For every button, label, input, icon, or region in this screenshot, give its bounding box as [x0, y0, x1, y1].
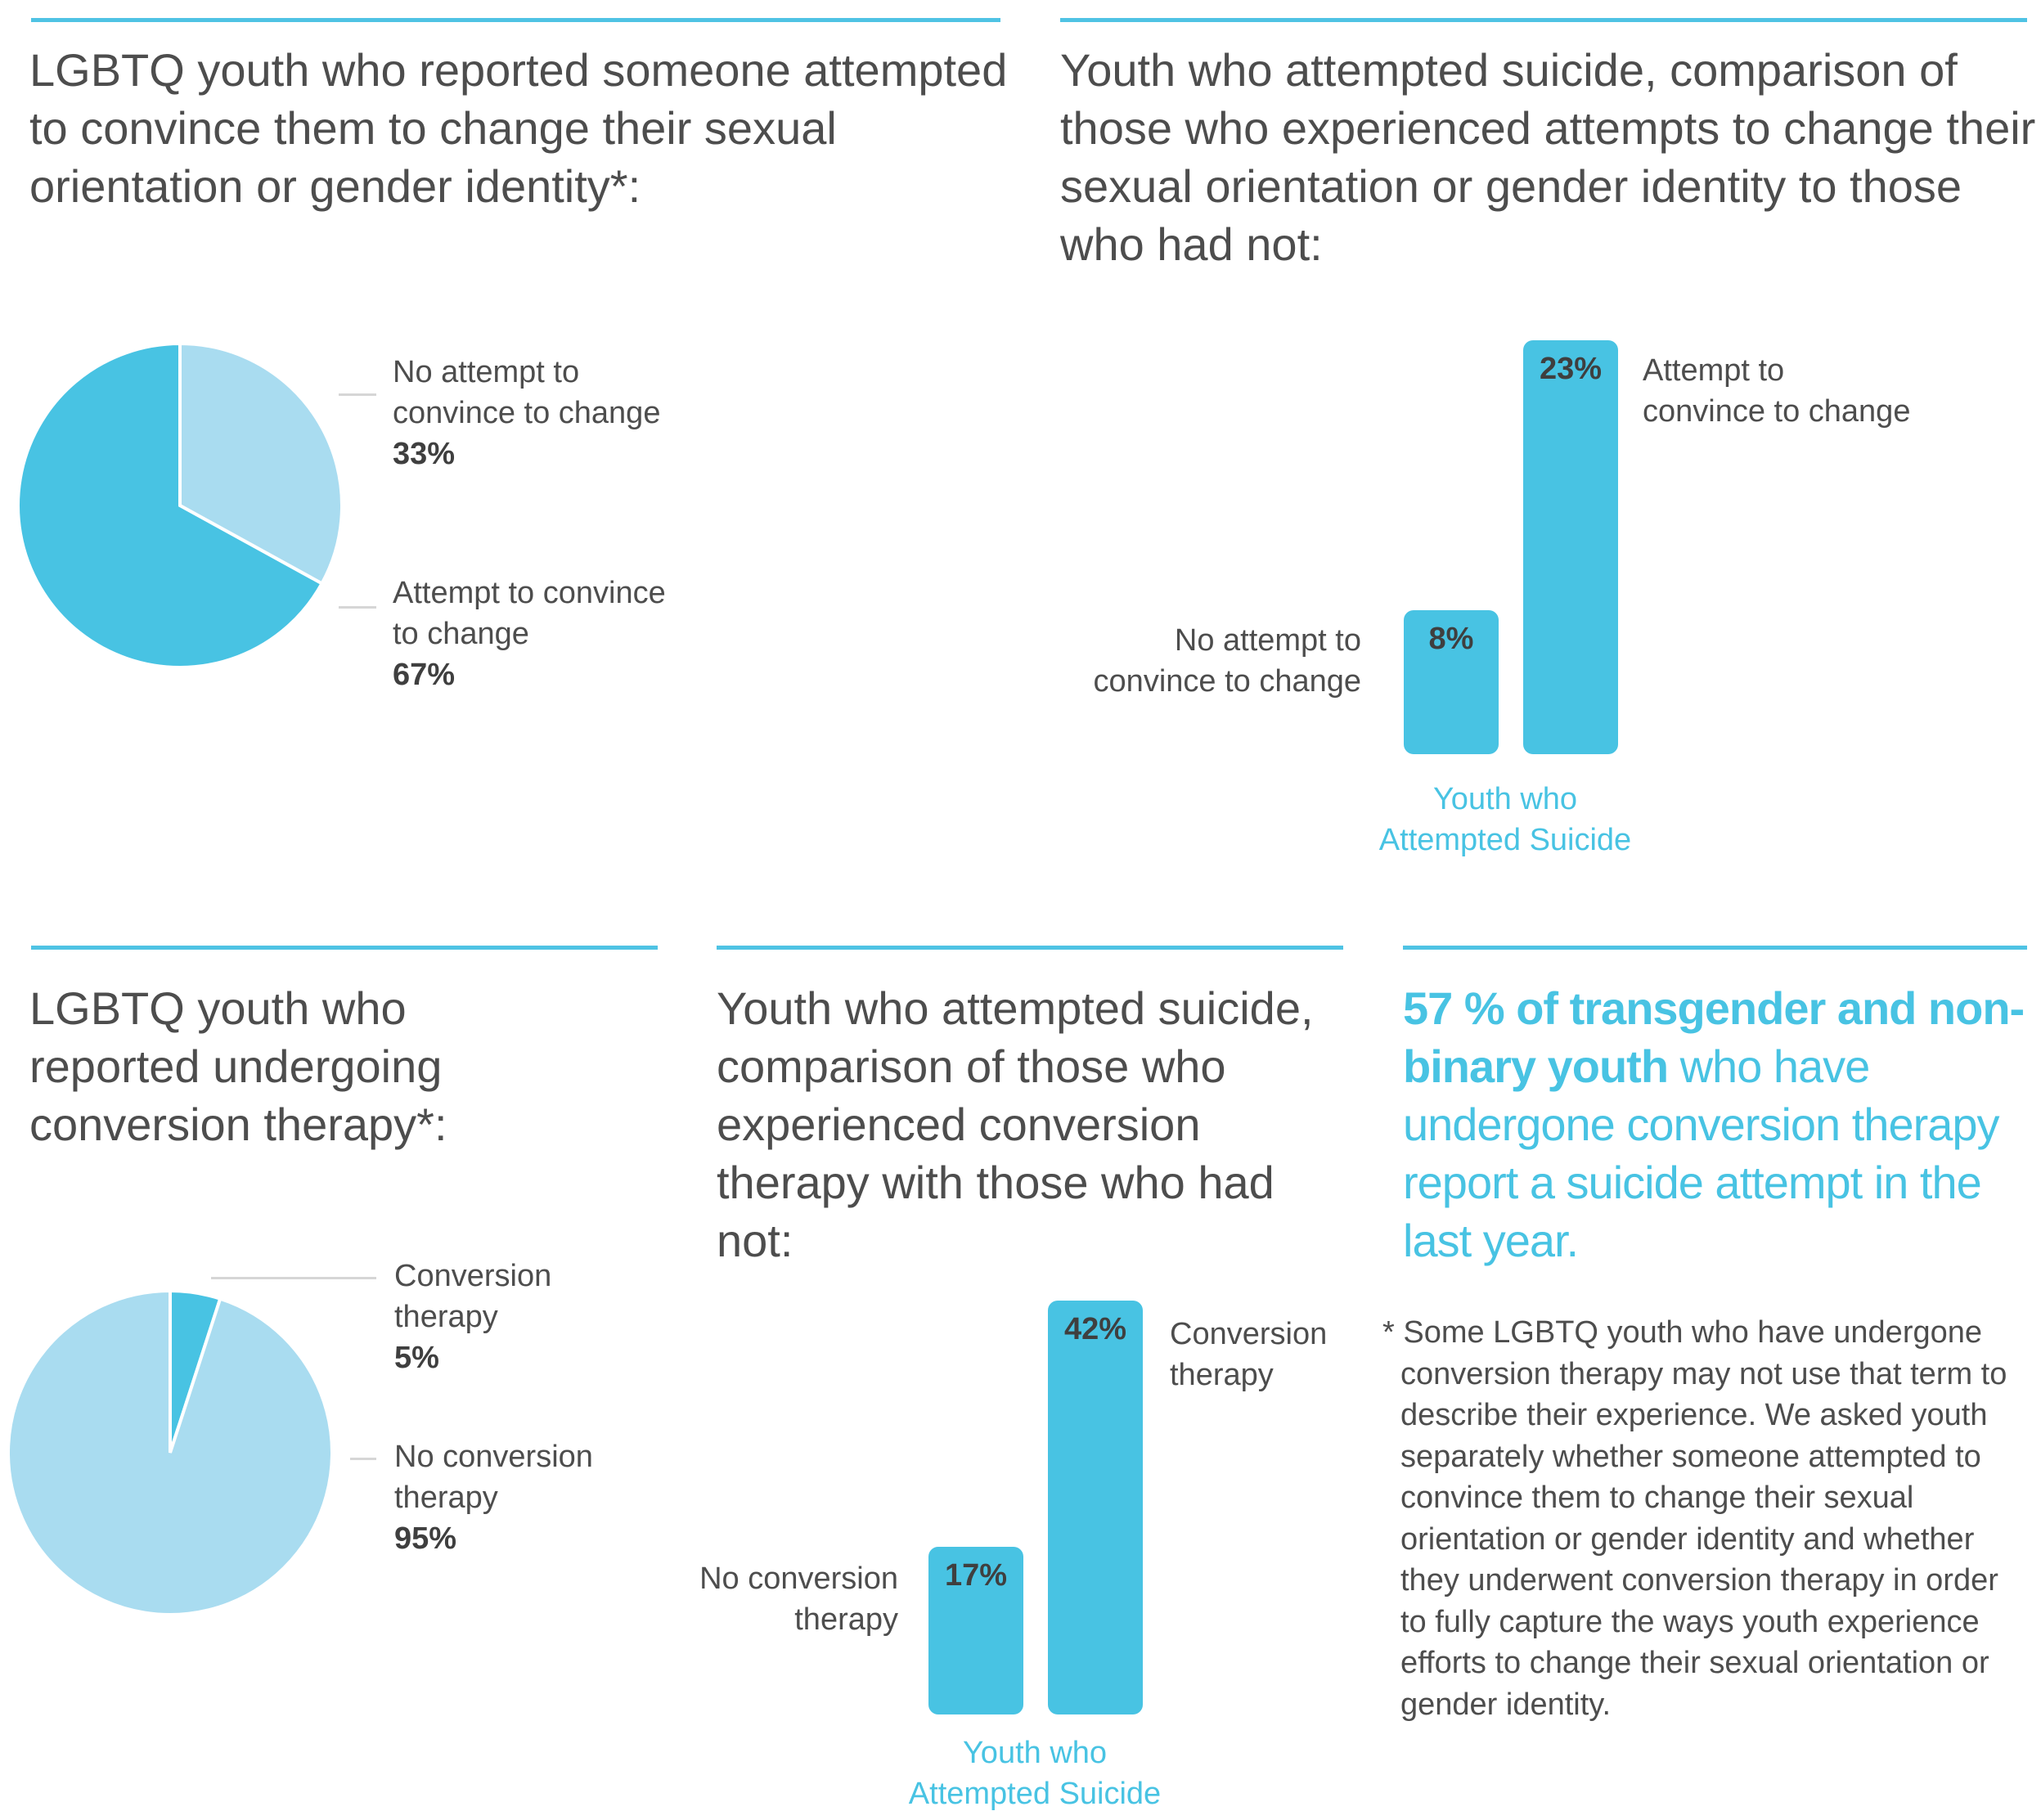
panel3-label-no-conversion: No conversion therapy 95% [394, 1436, 593, 1559]
panel2-title: Youth who attempted suicide, comparison … [1060, 44, 2036, 270]
panel2-category-label: Youth who Attempted Suicide [1342, 779, 1669, 861]
panel3-title: LGBTQ youth who reported undergoing conv… [29, 982, 447, 1150]
panel4-value-conversion: 42% [1063, 1312, 1127, 1346]
panel1-label-no-attempt-line1: No attempt to [393, 355, 580, 389]
panel3-value-no-conversion: 95% [394, 1521, 457, 1556]
panel4-category-label: Youth who Attempted Suicide [871, 1732, 1198, 1814]
panel4-label-no-conversion: No conversion therapy [638, 1558, 898, 1640]
panel4-category-line2: Attempted Suicide [908, 1777, 1162, 1811]
panel5-highlight-bold: 57 % of transgender and non-binary youth [1403, 982, 2025, 1092]
panel4-bar-no-conversion [928, 1547, 1023, 1714]
panel5-highlight-rest: who have undergone conversion therapy re… [1403, 1040, 2000, 1266]
panel2-label-no-attempt: No attempt to convince to change [1047, 620, 1361, 702]
panel1-label-attempt-line2: to change [393, 617, 529, 651]
panel1-leader-no-attempt [339, 393, 376, 396]
panel1-title: LGBTQ youth who reported someone attempt… [29, 44, 1008, 212]
panel3-value-conversion: 5% [394, 1341, 439, 1375]
panel1-rule [31, 18, 1000, 22]
panel2-label-attempt: Attempt to convince to change [1643, 350, 1910, 432]
panel5-highlight: 57 % of transgender and non-binary youth… [1403, 979, 2037, 1270]
panel2-label-no-attempt-line1: No attempt to [1174, 623, 1361, 658]
panel1-slice-attempt [16, 341, 325, 669]
panel4-label-conversion: Conversion therapy [1170, 1314, 1327, 1395]
panel4-rule [717, 946, 1343, 950]
panel3-label-no-conversion-line2: therapy [394, 1481, 498, 1515]
panel3-label-conversion: Conversion therapy 5% [394, 1256, 551, 1378]
panel3-rule [31, 946, 658, 950]
panel1-pie-chart [16, 341, 344, 669]
panel3-leader-no-conversion [350, 1458, 376, 1460]
panel2-rule [1060, 18, 2027, 22]
panel3-pie-chart [7, 1288, 334, 1616]
panel1-label-attempt-line1: Attempt to convince [393, 576, 666, 610]
panel4-title: Youth who attempted suicide, comparison … [717, 982, 1314, 1266]
panel3-label-conversion-line1: Conversion [394, 1259, 552, 1293]
panel3-leader-conversion [211, 1277, 376, 1279]
panel1-value-no-attempt: 33% [393, 437, 456, 471]
panel2-value-attempt: 23% [1539, 352, 1603, 386]
panel4-value-no-conversion: 17% [944, 1558, 1008, 1593]
panel2-label-attempt-line1: Attempt to [1643, 353, 1785, 388]
panel5-footnote: * Some LGBTQ youth who have undergone co… [1382, 1315, 2007, 1722]
panel3-label-no-conversion-line1: No conversion [394, 1440, 593, 1474]
panel5-rule [1403, 946, 2027, 950]
panel3-slice-no-conversion [7, 1288, 334, 1616]
panel2-category-line2: Attempted Suicide [1378, 823, 1632, 857]
panel4-label-conversion-line2: therapy [1170, 1358, 1274, 1392]
panel4-label-no-conversion-line2: therapy [794, 1602, 898, 1637]
panel2-label-no-attempt-line2: convince to change [1093, 664, 1361, 699]
panel4-category-line1: Youth who [962, 1736, 1108, 1770]
panel2-label-attempt-line2: convince to change [1643, 394, 1911, 429]
panel1-leader-attempt [339, 606, 376, 609]
panel2-value-no-attempt: 8% [1428, 622, 1474, 656]
panel4-label-conversion-line1: Conversion [1170, 1317, 1328, 1351]
panel4-bar-conversion [1048, 1301, 1143, 1714]
panel1-value-attempt: 67% [393, 658, 456, 692]
panel2-bar-no-attempt [1404, 610, 1499, 754]
panel1-label-attempt: Attempt to convince to change 67% [393, 573, 666, 695]
panel3-label-conversion-line2: therapy [394, 1300, 498, 1334]
panel1-slice-no-attempt [178, 341, 344, 586]
panel4-label-no-conversion-line1: No conversion [699, 1562, 898, 1596]
panel2-bar-attempt [1523, 340, 1618, 754]
panel2-category-line1: Youth who [1432, 782, 1578, 816]
panel1-label-no-attempt-line2: convince to change [393, 396, 661, 430]
panel1-label-no-attempt: No attempt to convince to change 33% [393, 352, 660, 474]
